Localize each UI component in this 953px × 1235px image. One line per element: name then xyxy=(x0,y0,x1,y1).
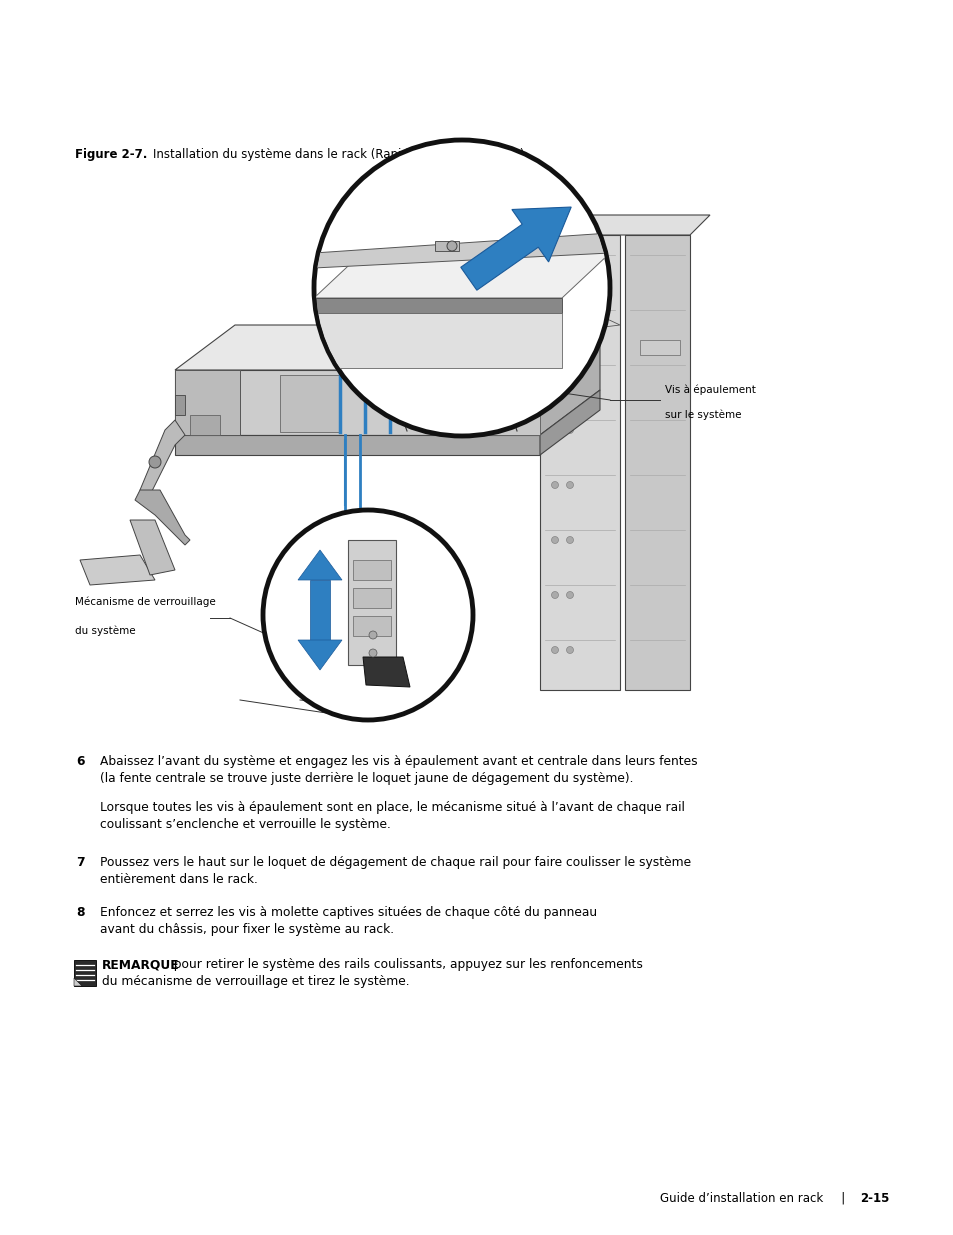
Polygon shape xyxy=(135,490,190,545)
Polygon shape xyxy=(539,235,619,690)
FancyBboxPatch shape xyxy=(353,559,391,580)
FancyBboxPatch shape xyxy=(353,588,391,608)
Circle shape xyxy=(551,262,558,268)
Polygon shape xyxy=(314,253,609,298)
Polygon shape xyxy=(297,550,341,580)
Polygon shape xyxy=(539,390,599,454)
Circle shape xyxy=(551,646,558,653)
Polygon shape xyxy=(310,580,330,640)
Text: REMARQUE: REMARQUE xyxy=(102,958,179,971)
Polygon shape xyxy=(140,420,185,495)
Text: Poussez vers le haut sur le loquet de dégagement de chaque rail pour faire couli: Poussez vers le haut sur le loquet de dé… xyxy=(100,856,690,869)
Text: Figure 2-7.: Figure 2-7. xyxy=(75,148,147,161)
Polygon shape xyxy=(639,340,679,354)
Polygon shape xyxy=(439,370,539,435)
Circle shape xyxy=(566,262,573,268)
Polygon shape xyxy=(174,370,539,435)
Text: : pour retirer le système des rails coulissants, appuyez sur les renfoncements: : pour retirer le système des rails coul… xyxy=(162,958,642,971)
Polygon shape xyxy=(130,520,174,576)
Polygon shape xyxy=(280,375,339,432)
Polygon shape xyxy=(314,312,561,368)
Circle shape xyxy=(551,426,558,433)
Text: Guide d’installation en rack: Guide d’installation en rack xyxy=(659,1192,822,1205)
Polygon shape xyxy=(363,657,410,687)
Circle shape xyxy=(447,241,456,251)
FancyBboxPatch shape xyxy=(74,960,96,986)
Text: Vis à épaulement: Vis à épaulement xyxy=(664,384,755,395)
Circle shape xyxy=(566,372,573,378)
Polygon shape xyxy=(74,978,82,986)
Text: Abaissez l’avant du système et engagez les vis à épaulement avant et centrale da: Abaissez l’avant du système et engagez l… xyxy=(100,755,697,768)
Circle shape xyxy=(149,456,161,468)
Polygon shape xyxy=(348,540,395,664)
Text: du mécanisme de verrouillage et tirez le système.: du mécanisme de verrouillage et tirez le… xyxy=(102,974,409,988)
Polygon shape xyxy=(390,317,619,352)
Circle shape xyxy=(369,631,376,638)
Circle shape xyxy=(566,482,573,489)
Circle shape xyxy=(566,592,573,599)
Polygon shape xyxy=(314,233,609,268)
Polygon shape xyxy=(174,435,539,454)
Circle shape xyxy=(566,536,573,543)
Text: Installation du système dans le rack (RapidRails ou VersaRails): Installation du système dans le rack (Ra… xyxy=(138,148,524,161)
Circle shape xyxy=(551,482,558,489)
Circle shape xyxy=(551,316,558,324)
Text: entièrement dans le rack.: entièrement dans le rack. xyxy=(100,873,257,885)
Circle shape xyxy=(263,510,473,720)
Circle shape xyxy=(369,650,376,657)
Text: Enfoncez et serrez les vis à molette captives situées de chaque côté du panneau: Enfoncez et serrez les vis à molette cap… xyxy=(100,906,597,919)
Polygon shape xyxy=(624,235,689,690)
Text: 7: 7 xyxy=(76,856,85,869)
Circle shape xyxy=(314,140,609,436)
Polygon shape xyxy=(80,555,154,585)
Polygon shape xyxy=(297,640,341,671)
Polygon shape xyxy=(174,370,240,435)
Text: (la fente centrale se trouve juste derrière le loquet jaune de dégagement du sys: (la fente centrale se trouve juste derri… xyxy=(100,772,633,785)
Polygon shape xyxy=(174,395,185,415)
Polygon shape xyxy=(519,215,709,235)
Polygon shape xyxy=(190,415,220,435)
Polygon shape xyxy=(460,207,571,290)
FancyBboxPatch shape xyxy=(353,616,391,636)
Text: |: | xyxy=(829,1192,856,1205)
Circle shape xyxy=(566,426,573,433)
Circle shape xyxy=(566,316,573,324)
Text: sur le système: sur le système xyxy=(664,410,740,420)
FancyBboxPatch shape xyxy=(435,241,458,251)
Circle shape xyxy=(551,372,558,378)
Circle shape xyxy=(551,592,558,599)
Polygon shape xyxy=(390,359,539,368)
Text: 8: 8 xyxy=(76,906,85,919)
Circle shape xyxy=(566,646,573,653)
Polygon shape xyxy=(314,298,561,312)
Polygon shape xyxy=(174,325,599,370)
Circle shape xyxy=(551,536,558,543)
Text: 2-15: 2-15 xyxy=(859,1192,888,1205)
Text: Lorsque toutes les vis à épaulement sont en place, le mécanisme situé à l’avant : Lorsque toutes les vis à épaulement sont… xyxy=(100,802,684,814)
Text: Mécanisme de verrouillage: Mécanisme de verrouillage xyxy=(75,597,215,606)
Polygon shape xyxy=(539,325,599,435)
Text: du système: du système xyxy=(75,625,135,636)
Text: 6: 6 xyxy=(76,755,85,768)
Text: coulissant s’enclenche et verrouille le système.: coulissant s’enclenche et verrouille le … xyxy=(100,818,391,831)
Text: avant du châssis, pour fixer le système au rack.: avant du châssis, pour fixer le système … xyxy=(100,923,394,936)
